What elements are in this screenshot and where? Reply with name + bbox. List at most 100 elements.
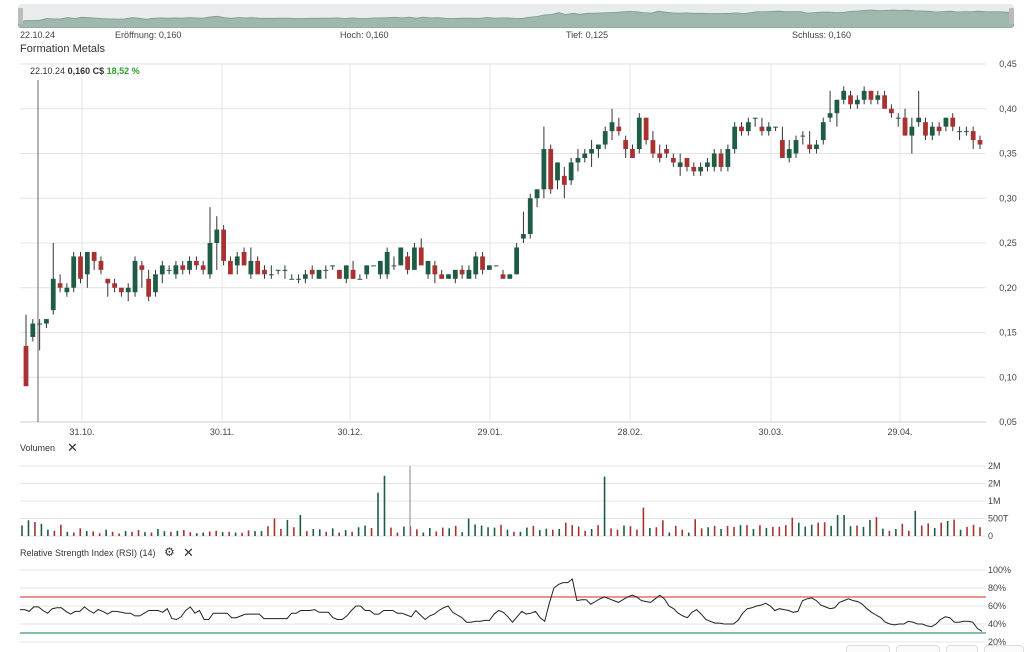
candle-body [125,287,131,293]
candle-body [153,274,158,293]
candle-body [650,140,656,154]
rsi-title: Relative Strength Index (RSI) (14) [20,548,156,558]
candle-body [500,274,506,279]
candle-body [889,108,894,114]
candle-body [296,278,301,280]
candle-body [364,265,370,275]
candle-body [425,260,431,275]
candle-body [112,283,117,288]
candle-body [166,269,172,271]
candle-body [480,256,485,270]
candle-body [452,269,458,279]
candle-body [691,166,697,172]
candle-body [684,157,690,167]
candle-body [289,278,295,280]
candle-body [84,251,90,275]
candle-body [337,269,342,279]
navigator-strip[interactable] [18,4,1014,28]
candle-body [602,131,608,145]
price-xtick-label: 28.02. [617,427,642,437]
candle-body [91,251,97,261]
rsi-ytick-label: 60% [988,601,1006,611]
bottom-tab-1[interactable] [846,645,890,652]
candle-body [173,265,179,275]
candle-body [963,131,969,133]
candle-body [739,126,744,132]
candle-body [834,99,840,114]
candle-body [323,269,329,271]
candle-body [466,269,472,279]
candle-body [71,256,77,288]
volume-close-icon[interactable]: ✕ [67,440,78,455]
volume-ytick-label: 2M [988,479,1001,489]
candle-body [657,153,663,158]
candle-body [902,117,908,136]
candle-body [228,260,233,275]
candle-body [936,126,942,132]
volume-chart[interactable]: 2M 2M 1M 500T 0 [0,458,1024,542]
candle-body [814,144,819,150]
rsi-chart[interactable]: 100% 80% 60% 40% 20% [0,562,1024,650]
candle-body [200,265,206,270]
candle-body [30,323,36,337]
candle-body [459,269,465,275]
candle-body [64,287,70,293]
rsi-ytick-label: 100% [988,565,1011,575]
candle-body [916,117,922,123]
candle-body [957,131,962,133]
info-date: 22.10.24 [30,66,66,76]
candle-body [773,126,778,128]
rsi-settings-gear-icon[interactable]: ⚙ [164,545,175,559]
price-xtick-label: 30.11. [210,427,234,437]
candle-body [882,95,887,109]
navigator-area [18,9,1014,28]
candle-body [759,126,765,132]
ohlc-close: Schluss: 0,160 [792,30,852,40]
candle-body [820,122,826,141]
candle-body [909,126,915,136]
candle-body [207,243,213,275]
bottom-tab-3[interactable] [946,645,978,652]
ohlc-low: Tief: 0,125 [566,30,609,40]
candle-body [493,265,499,267]
candle-body [555,162,560,181]
candle-body [446,274,451,279]
candle-body [711,153,717,167]
candle-body [589,149,594,154]
candle-body [275,269,281,271]
candle-body [636,117,642,150]
price-ytick-label: 0,05 [999,417,1017,427]
navigator-left-handle [18,8,23,24]
navigator-sparkline [18,8,1014,28]
candle-body [316,269,322,279]
candle-body [752,117,758,119]
candle-body [800,135,806,137]
price-chart[interactable]: 0,45 0,40 0,35 0,30 0,25 0,20 0,15 0,10 0,05 31.1… [0,58,1024,438]
candle-body [623,140,629,150]
price-ytick-label: 0,30 [999,193,1017,203]
candle-body [418,247,424,266]
rsi-close-icon[interactable]: ✕ [183,545,194,560]
candle-body [119,287,124,293]
price-ytick-label: 0,40 [999,104,1017,114]
candle-body [234,256,240,266]
candle-body [732,126,738,150]
candle-body [664,149,669,154]
bottom-tab-2[interactable] [896,645,940,652]
candle-body [848,95,853,105]
candle-body [786,149,792,158]
candle-body [187,260,192,270]
candle-body [514,247,520,275]
candle-body [159,265,165,275]
candle-body [766,126,772,132]
candle-body [350,269,356,279]
candle-body [977,140,983,145]
candle-body [282,269,288,271]
bottom-tab-4[interactable] [984,645,1024,652]
candle-body [841,90,847,100]
candle-body [861,90,867,100]
candle-body [875,95,881,100]
candle-body [439,274,445,279]
candle-body [745,122,751,132]
candle-body [698,166,703,172]
